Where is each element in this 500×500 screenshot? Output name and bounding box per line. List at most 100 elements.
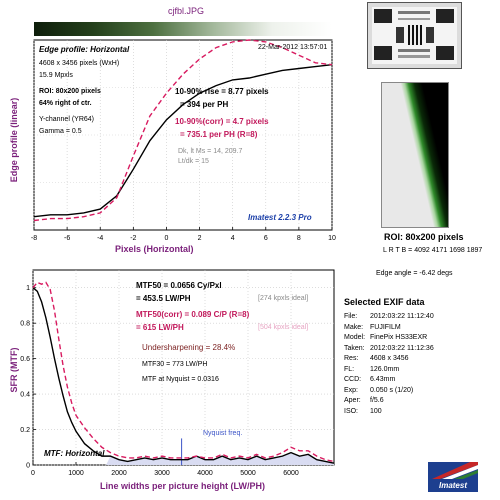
- exif-row: Exp: 0.050 s (1/20): [344, 387, 434, 398]
- mtf-x-tick-label: 3000: [154, 470, 170, 477]
- imatest-version: Imatest 2.2.3 Pro: [248, 213, 312, 222]
- mtf-corrected-line: [32, 281, 335, 463]
- roi-label: ROI: 80x200 pixels: [384, 232, 464, 242]
- nyquist-label: Nyquist freq.: [203, 430, 243, 437]
- file-name: cjfbl.JPG: [168, 6, 205, 16]
- exif-row: Make: FUJIFILM: [344, 324, 434, 335]
- exif-row: Taken: 2012:03:22 11:12:36: [344, 345, 434, 356]
- mtf50-value: MTF50 = 0.0656 Cy/Pxl: [136, 281, 222, 290]
- mtf30-value: MTF30 = 773 LW/PH: [142, 361, 208, 368]
- mtf-y-tick-label: 0.6: [20, 356, 30, 363]
- mtf-x-tick-label: 0: [31, 470, 35, 477]
- rise-measured-ph: = 394 per PH: [180, 100, 229, 109]
- mtf-y-tick-label: 0.8: [20, 321, 30, 328]
- imatest-logo: Imatest: [428, 462, 478, 492]
- exif-value: f/5.6: [370, 397, 384, 404]
- edge-corrected-line: [33, 39, 333, 222]
- mtf-plot-frame: [32, 269, 335, 466]
- exif-row: CCD: 6.43mm: [344, 376, 434, 387]
- edge-x-tick-label: 0: [164, 235, 168, 242]
- gradient-bar: [34, 22, 332, 36]
- mtf-fill-area: [106, 452, 334, 465]
- exif-row: Model: FinePix HS33EXR: [344, 334, 434, 345]
- exif-key: File:: [344, 313, 358, 320]
- mtf-x-tick-label: 4000: [197, 470, 213, 477]
- light-dark-ratio: Lt/dk = 15: [178, 158, 209, 165]
- edge-x-tick-label: -6: [64, 235, 70, 242]
- edge-profile-title: Edge profile: Horizontal: [39, 45, 130, 54]
- edge-x-tick-label: 10: [328, 235, 336, 242]
- edge-x-tick-label: -2: [130, 235, 136, 242]
- exif-key: CCD:: [344, 376, 362, 383]
- mtf-y-tick-label: 0: [26, 463, 30, 470]
- image-size: 4608 x 3456 pixels (WxH): [39, 60, 120, 67]
- mtf-x-tick-label: 1000: [68, 470, 84, 477]
- edge-measured-line: [33, 64, 333, 218]
- mtf50-corrected-lwph: = 615 LW/PH: [136, 323, 184, 332]
- mtf-x-tick-label: 6000: [283, 470, 299, 477]
- channel: Y-channel (YR64): [39, 116, 94, 123]
- mtf50-corrected: MTF50(corr) = 0.089 C/P (R=8): [136, 310, 250, 319]
- undersharpening: Undersharpening = 28.4%: [142, 343, 236, 352]
- edge-profile-chart: -8 -6 -4 -2 0 2 4 6 8 10: [31, 39, 336, 242]
- exif-value: FinePix HS33EXR: [370, 334, 428, 341]
- exif-row: Aper: f/5.6: [344, 397, 434, 408]
- exif-value: 2012:03:22 11:12:36: [370, 344, 434, 352]
- roi-coordinates: L R T B = 4092 4171 1698 1897: [383, 247, 483, 254]
- edge-profile-date: 22-Mar-2012 13:57:01: [258, 44, 328, 51]
- exif-row: File: 2012:03:22 11:12:40: [344, 313, 434, 324]
- mtf50-ideal: [274 kpxls ideal]: [258, 295, 309, 302]
- mtf-y-tick-label: 0.2: [20, 427, 30, 434]
- exif-key: Model:: [344, 334, 366, 341]
- exif-key: Exp:: [344, 386, 359, 394]
- logo-text: Imatest: [428, 479, 478, 492]
- mtf-y-tick-label: 1: [26, 285, 30, 292]
- exif-row: Res: 4608 x 3456: [344, 355, 434, 366]
- edge-x-tick-label: 2: [198, 235, 202, 242]
- mtf-y-tick-label: 0.4: [20, 392, 30, 399]
- exif-value: FUJIFILM: [370, 323, 401, 331]
- mtf-at-nyquist: MTF at Nyquist = 0.0316: [142, 376, 219, 383]
- roi-crop-image: [381, 82, 449, 228]
- exif-value: 126.0mm: [370, 365, 400, 373]
- exif-value: 2012:03:22 11:12:40: [370, 313, 434, 320]
- mtf-x-tick-label: 5000: [240, 470, 256, 477]
- target-chart-thumbnail: [367, 2, 462, 69]
- roi-size: ROI: 80x200 pixels: [39, 88, 101, 95]
- edge-x-tick-label: 4: [231, 235, 235, 242]
- mtf-measured-line: [32, 287, 335, 464]
- exif-title: Selected EXIF data: [344, 297, 425, 307]
- mtf50-lwph: = 453.5 LW/PH: [136, 294, 191, 303]
- exif-value: 0.050 s (1/20): [370, 386, 414, 394]
- exif-value: 6.43mm: [370, 376, 396, 383]
- gamma: Gamma = 0.5: [39, 128, 82, 135]
- roi-position: 64% right of ctr.: [39, 100, 92, 107]
- edge-x-tick-label: 8: [297, 235, 301, 242]
- exif-key: Aper:: [344, 397, 361, 404]
- mtf-title: MTF: Horizontal: [44, 449, 105, 458]
- mtf-ylabel: SFR (MTF): [9, 347, 19, 393]
- mtf-x-tick-label: 2000: [111, 470, 127, 477]
- exif-key: Make:: [344, 323, 364, 331]
- rise-measured: 10-90% rise = 8.77 pixels: [175, 87, 269, 96]
- exif-key: FL:: [344, 365, 355, 373]
- mtf50-corrected-ideal: [504 kpxls ideal]: [258, 324, 309, 331]
- exif-key: Res:: [344, 355, 359, 362]
- exif-key: Taken:: [344, 344, 365, 352]
- exif-row: ISO: 100: [344, 408, 434, 419]
- megapixels: 15.9 Mpxls: [39, 72, 73, 79]
- exif-value: 100: [370, 407, 382, 415]
- exif-value: 4608 x 3456: [370, 355, 409, 362]
- edge-profile-xlabel: Pixels (Horizontal): [115, 244, 194, 254]
- edge-x-tick-label: 6: [264, 235, 268, 242]
- edge-x-tick-label: -4: [97, 235, 103, 242]
- exif-table: File: 2012:03:22 11:12:40 Make: FUJIFILM Mod…: [344, 313, 434, 418]
- edge-angle: Edge angle = -6.42 degs: [376, 270, 453, 277]
- dark-light-levels: Dk, lt Ms = 14, 209.7: [178, 148, 243, 155]
- rise-corrected-ph: = 735.1 per PH (R=8): [180, 130, 258, 139]
- rise-corrected: 10-90%(corr) = 4.7 pixels: [175, 117, 269, 126]
- exif-row: FL: 126.0mm: [344, 366, 434, 377]
- mtf-xlabel: Line widths per picture height (LW/PH): [100, 481, 266, 491]
- exif-key: ISO:: [344, 407, 359, 415]
